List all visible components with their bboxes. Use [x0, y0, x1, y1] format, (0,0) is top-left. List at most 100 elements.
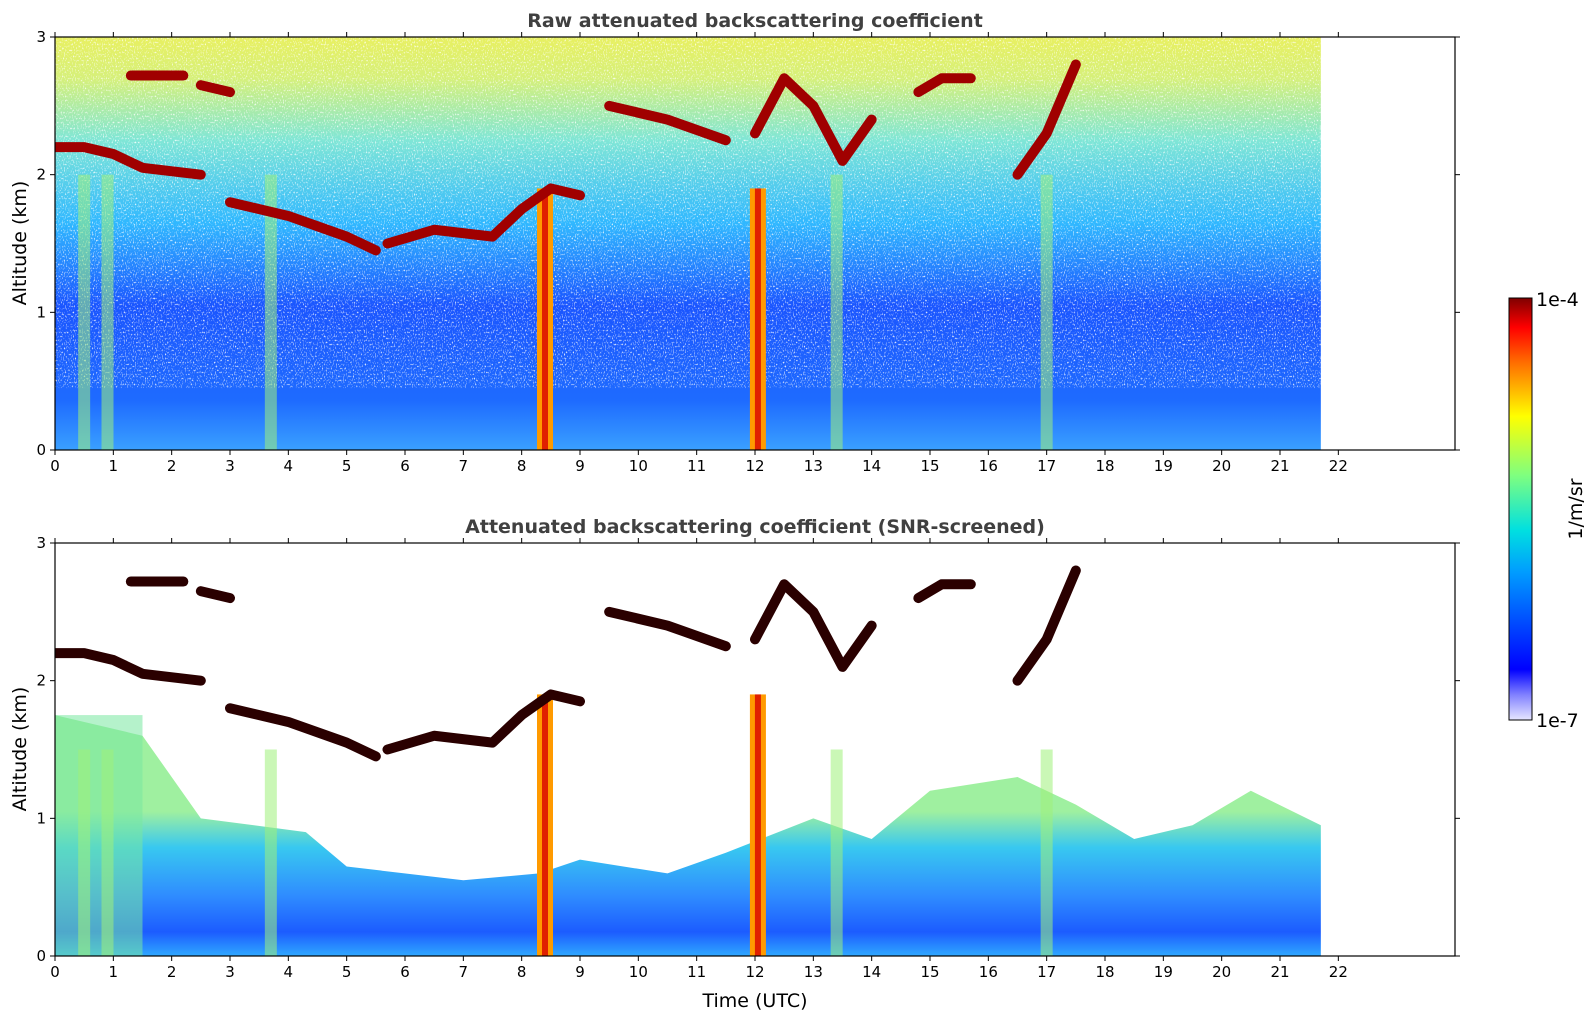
panel-screened: Attenuated backscattering coefficient (S… — [9, 516, 1460, 1012]
x-tick-label: 14 — [862, 963, 881, 981]
cloud-layer — [913, 73, 976, 98]
x-tick-label: 21 — [1270, 963, 1289, 981]
y-tick-label: 0 — [36, 947, 46, 965]
panel-screened-title: Attenuated backscattering coefficient (S… — [465, 516, 1045, 538]
x-tick-label: 17 — [1037, 457, 1056, 475]
x-tick-label: 19 — [1154, 963, 1173, 981]
y-tick-label: 1 — [36, 303, 46, 321]
x-tick-label: 6 — [400, 457, 410, 475]
x-tick-label: 14 — [862, 457, 881, 475]
panel-screened-x-label: Time (UTC) — [701, 990, 807, 1012]
x-tick-label: 6 — [400, 963, 410, 981]
aerosol-plume — [101, 174, 114, 450]
x-tick-label: 18 — [1095, 457, 1114, 475]
x-tick-label: 0 — [50, 457, 60, 475]
x-tick-label: 12 — [745, 963, 764, 981]
rain-shaft-core — [542, 188, 548, 450]
aerosol-plume — [830, 174, 843, 450]
colorbar-gradient — [1508, 297, 1533, 721]
panel-screened-x-ticks: 0 1 2 3 4 5 6 7 8 9 10 11 12 13 14 15 16 17 18 19 20 21 22 — [50, 538, 1348, 981]
cloud-layer — [604, 100, 731, 146]
cloud-layer — [225, 197, 381, 256]
cloud-layer — [55, 142, 206, 180]
x-tick-label: 3 — [225, 963, 235, 981]
rain-shaft-core — [542, 694, 548, 956]
x-tick-label: 10 — [629, 457, 648, 475]
x-tick-label: 11 — [687, 963, 706, 981]
x-tick-label: 5 — [342, 963, 352, 981]
cloud-layer — [1012, 565, 1081, 686]
cloud-layer — [195, 80, 235, 98]
screened-field — [55, 715, 1321, 956]
cloud-layer — [382, 183, 585, 249]
x-tick-label: 16 — [979, 963, 998, 981]
y-tick-label: 1 — [36, 809, 46, 827]
cloud-layer — [750, 73, 877, 166]
x-tick-label: 15 — [920, 457, 939, 475]
cloud-layer — [1012, 59, 1081, 180]
panel-raw: Raw attenuated backscattering coefficien… — [9, 10, 1460, 475]
aerosol-plume — [830, 749, 843, 956]
x-tick-label: 19 — [1154, 457, 1173, 475]
x-tick-label: 5 — [342, 457, 352, 475]
x-tick-label: 1 — [109, 963, 119, 981]
colorbar-unit-label: 1/m/sr — [1565, 478, 1587, 539]
panel-screened-image — [55, 565, 1321, 956]
x-tick-label: 11 — [687, 457, 706, 475]
rain-shaft-core — [754, 694, 761, 956]
aerosol-plume — [1040, 174, 1053, 450]
panel-raw-image — [55, 37, 1321, 450]
x-tick-label: 7 — [459, 457, 469, 475]
x-tick-label: 9 — [575, 457, 585, 475]
x-tick-label: 16 — [979, 457, 998, 475]
x-tick-label: 22 — [1329, 963, 1348, 981]
colorbar: 1e-4 1e-7 1/m/sr — [1508, 289, 1587, 732]
cloud-layer — [55, 648, 206, 686]
cloud-layer — [750, 579, 877, 672]
cloud-layer — [382, 689, 585, 755]
x-tick-label: 7 — [459, 963, 469, 981]
x-tick-label: 18 — [1095, 963, 1114, 981]
x-tick-label: 21 — [1270, 457, 1289, 475]
y-tick-label: 2 — [36, 672, 46, 690]
panel-raw-y-label: Altitude (km) — [9, 181, 31, 306]
x-tick-label: 20 — [1212, 963, 1231, 981]
panel-screened-y-ticks: 0 1 2 3 — [36, 534, 1460, 965]
x-tick-label: 4 — [284, 963, 294, 981]
x-tick-label: 1 — [109, 457, 119, 475]
x-tick-label: 0 — [50, 963, 60, 981]
cloud-layer — [195, 586, 235, 604]
aerosol-plume — [101, 749, 114, 956]
x-tick-label: 17 — [1037, 963, 1056, 981]
early-aerosol-layer — [55, 715, 143, 956]
colorbar-min-label: 1e-7 — [1536, 710, 1579, 732]
colorbar-max-label: 1e-4 — [1536, 289, 1579, 311]
x-tick-label: 3 — [225, 457, 235, 475]
cloud-layer — [225, 703, 381, 762]
x-tick-label: 10 — [629, 963, 648, 981]
x-tick-label: 12 — [745, 457, 764, 475]
aerosol-plume — [264, 749, 277, 956]
y-tick-label: 2 — [36, 166, 46, 184]
x-tick-label: 15 — [920, 963, 939, 981]
x-tick-label: 2 — [167, 963, 177, 981]
noise-speckle — [55, 37, 1321, 389]
x-tick-label: 22 — [1329, 457, 1348, 475]
aerosol-plume — [264, 174, 277, 450]
x-tick-label: 4 — [284, 457, 294, 475]
x-tick-label: 13 — [804, 963, 823, 981]
y-tick-label: 3 — [36, 534, 46, 552]
aerosol-plume — [1040, 749, 1053, 956]
cloud-layer — [913, 579, 976, 604]
x-tick-label: 20 — [1212, 457, 1231, 475]
x-tick-label: 2 — [167, 457, 177, 475]
aerosol-plume — [78, 174, 91, 450]
panel-screened-y-label: Altitude (km) — [9, 687, 31, 812]
y-tick-label: 3 — [36, 28, 46, 46]
aerosol-plume — [78, 749, 91, 956]
x-tick-label: 8 — [517, 457, 527, 475]
cloud-layer — [604, 606, 731, 652]
x-tick-label: 13 — [804, 457, 823, 475]
panel-raw-x-ticks: 0 1 2 3 4 5 6 7 8 9 10 11 12 13 14 15 16 17 18 19 20 21 22 — [50, 32, 1348, 475]
